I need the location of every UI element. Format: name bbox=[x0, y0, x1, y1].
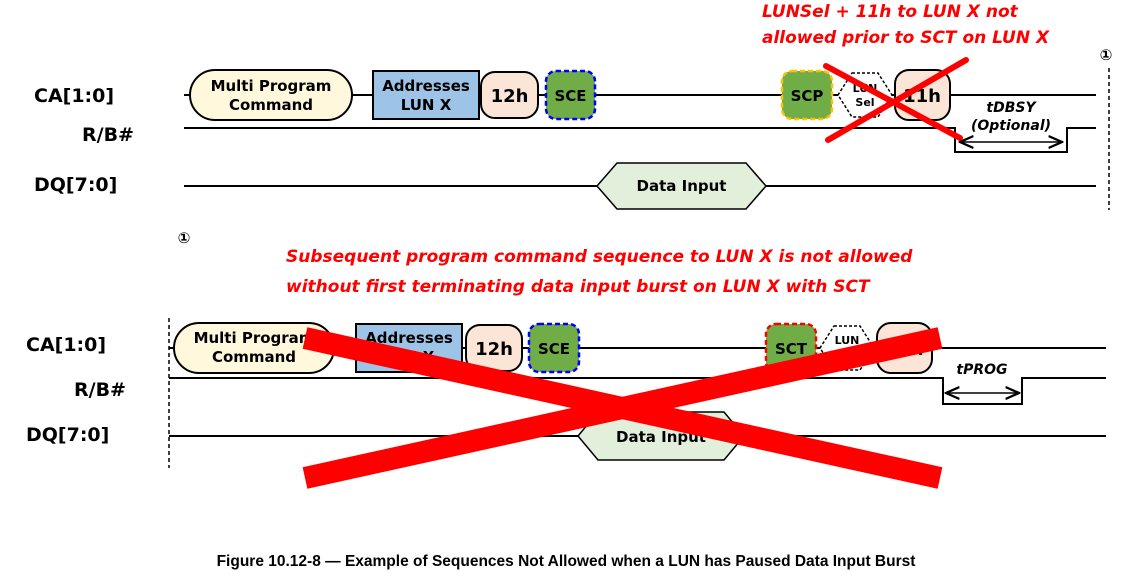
bottom-dq-label: DQ[7:0] bbox=[26, 424, 109, 446]
bottom-ca-label: CA[1:0] bbox=[26, 334, 106, 356]
top-cmd-12h: 12h bbox=[480, 71, 539, 119]
top-diagram: LUNSel + 11h to LUN X not allowed prior … bbox=[34, 2, 1112, 210]
bottom-sct: SCT bbox=[764, 322, 818, 374]
bottom-rb-label: R/B# bbox=[74, 379, 126, 401]
top-sync-marker: ① bbox=[1100, 46, 1113, 64]
top-note-line1: LUNSel + 11h to LUN X not bbox=[762, 2, 1019, 22]
bottom-note-line1: Subsequent program command sequence to L… bbox=[286, 247, 913, 267]
bottom-cmd-12h: 12h bbox=[465, 324, 523, 372]
bottom-sync-marker: ① bbox=[178, 229, 191, 247]
top-addresses-lun-x: Addresses LUN X bbox=[372, 70, 480, 120]
top-12h-text: 12h bbox=[491, 86, 529, 107]
bottom-address-text1: Addresses bbox=[365, 329, 453, 347]
top-tdbsy-label: tDBSY bbox=[986, 100, 1037, 116]
top-scp: SCP bbox=[780, 69, 834, 121]
bottom-12h-text: 12h bbox=[475, 339, 513, 360]
top-note-line2: allowed prior to SCT on LUN X bbox=[762, 28, 1050, 48]
bottom-sce-text: SCE bbox=[538, 340, 570, 358]
figure-caption: Figure 10.12-8 — Example of Sequences No… bbox=[216, 553, 916, 570]
top-ca-label: CA[1:0] bbox=[34, 85, 114, 107]
bottom-note-line2: without first terminating data input bur… bbox=[286, 277, 871, 297]
top-dq-label: DQ[7:0] bbox=[34, 174, 117, 196]
bottom-prog-cmd-text1: Multi Program bbox=[194, 329, 315, 347]
bottom-multi-program-command: Multi Program Command bbox=[173, 322, 335, 374]
bottom-rb-line bbox=[169, 377, 1106, 405]
top-address-text2: LUN X bbox=[401, 96, 452, 114]
top-scp-text: SCP bbox=[791, 87, 824, 105]
bottom-lunsel-text1: LUN bbox=[835, 334, 860, 347]
bottom-not-allowed-cross bbox=[302, 327, 943, 489]
bottom-diagram: ① Subsequent program command sequence to… bbox=[26, 229, 1106, 489]
bottom-tprog-label: tPROG bbox=[956, 362, 1007, 378]
top-lunsel-text2: Sel bbox=[855, 96, 874, 109]
top-data-input-text: Data Input bbox=[637, 177, 727, 195]
top-sce: SCE bbox=[544, 69, 597, 121]
top-rb-label: R/B# bbox=[82, 124, 134, 146]
top-optional-label: (Optional) bbox=[971, 118, 1051, 134]
bottom-prog-cmd-text2: Command bbox=[212, 348, 296, 366]
top-data-input: Data Input bbox=[596, 162, 767, 210]
top-not-allowed-cross bbox=[823, 57, 969, 143]
top-sce-text: SCE bbox=[554, 87, 586, 105]
top-prog-cmd-text1: Multi Program bbox=[211, 77, 332, 95]
bottom-sce: SCE bbox=[527, 322, 581, 374]
bottom-sct-text: SCT bbox=[775, 340, 808, 358]
top-multi-program-command: Multi Program Command bbox=[189, 69, 353, 121]
top-prog-cmd-text2: Command bbox=[229, 96, 313, 114]
top-rb-line bbox=[184, 127, 1096, 153]
top-address-text1: Addresses bbox=[382, 77, 470, 95]
